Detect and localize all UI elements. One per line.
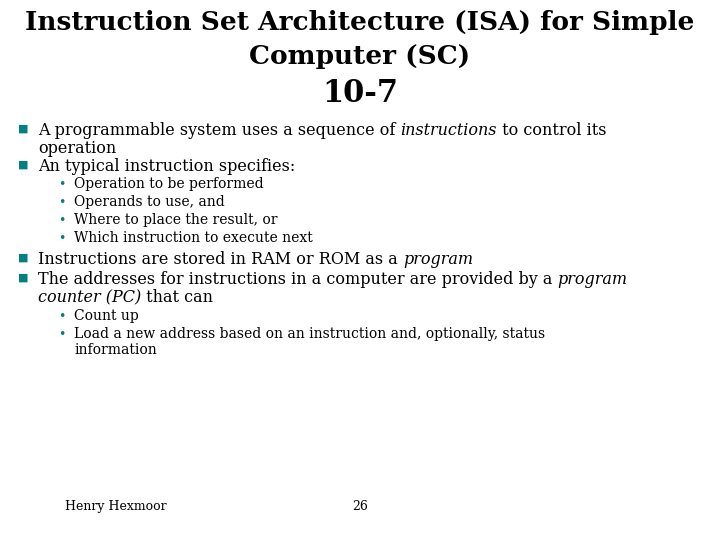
Text: ■: ■ xyxy=(18,273,29,283)
Text: counter (PC): counter (PC) xyxy=(38,289,141,306)
Text: program: program xyxy=(557,271,628,288)
Text: to control its: to control its xyxy=(497,122,606,139)
Text: information: information xyxy=(74,343,157,357)
Text: instructions: instructions xyxy=(400,122,497,139)
Text: ■: ■ xyxy=(18,160,29,170)
Text: ■: ■ xyxy=(18,124,29,134)
Text: Instructions are stored in RAM or ROM as a: Instructions are stored in RAM or ROM as… xyxy=(38,251,403,268)
Text: •: • xyxy=(58,232,66,245)
Text: that can: that can xyxy=(141,289,213,306)
Text: •: • xyxy=(58,214,66,227)
Text: operation: operation xyxy=(38,140,116,157)
Text: •: • xyxy=(58,310,66,323)
Text: •: • xyxy=(58,196,66,209)
Text: The addresses for instructions in a computer are provided by a: The addresses for instructions in a comp… xyxy=(38,271,557,288)
Text: Computer (SC): Computer (SC) xyxy=(249,44,471,69)
Text: ■: ■ xyxy=(18,253,29,263)
Text: Load a new address based on an instruction and, optionally, status: Load a new address based on an instructi… xyxy=(74,327,545,341)
Text: •: • xyxy=(58,328,66,341)
Text: Operation to be performed: Operation to be performed xyxy=(74,177,264,191)
Text: Where to place the result, or: Where to place the result, or xyxy=(74,213,277,227)
Text: Operands to use, and: Operands to use, and xyxy=(74,195,225,209)
Text: Instruction Set Architecture (ISA) for Simple: Instruction Set Architecture (ISA) for S… xyxy=(25,10,695,35)
Text: Count up: Count up xyxy=(74,309,139,323)
Text: 10-7: 10-7 xyxy=(322,78,398,109)
Text: A programmable system uses a sequence of: A programmable system uses a sequence of xyxy=(38,122,400,139)
Text: An typical instruction specifies:: An typical instruction specifies: xyxy=(38,158,295,175)
Text: •: • xyxy=(58,178,66,191)
Text: program: program xyxy=(403,251,473,268)
Text: Henry Hexmoor: Henry Hexmoor xyxy=(65,500,166,513)
Text: Which instruction to execute next: Which instruction to execute next xyxy=(74,231,312,245)
Text: 26: 26 xyxy=(352,500,368,513)
